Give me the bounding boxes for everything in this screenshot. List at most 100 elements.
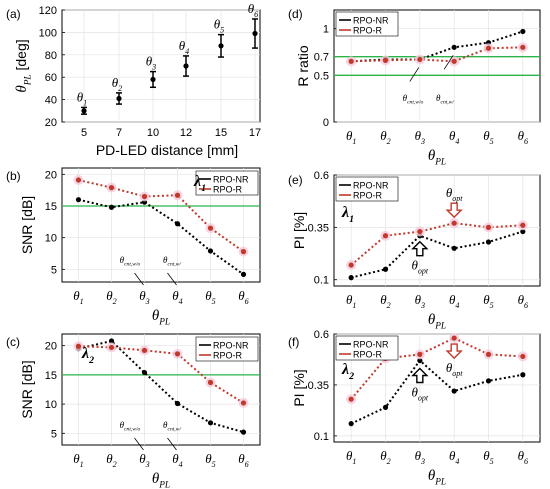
x-tick-label: θ6 xyxy=(518,292,528,310)
y-tick-label: 15 xyxy=(45,370,57,382)
series-line-rpo-nr xyxy=(78,198,245,276)
x-tick-label: θ1 xyxy=(73,288,83,306)
x-axis-label: θPL xyxy=(428,312,446,332)
x-tick-label: θ2 xyxy=(380,292,390,310)
panel-label: (a) xyxy=(6,7,21,21)
x-tick-label: θ4 xyxy=(172,288,182,306)
panel-label: (c) xyxy=(6,335,20,349)
data-point xyxy=(520,44,526,50)
panel-a: (a) 20 40 60 80 100 120 5 7 10 12 15 17 PD-LED distan… xyxy=(6,5,261,158)
y-tick-label: 10 xyxy=(45,233,57,245)
annotation-label: θopt xyxy=(446,185,463,203)
data-point xyxy=(520,222,526,228)
legend-label: RPO-R xyxy=(213,185,243,195)
x-tick-label: θ5 xyxy=(205,288,215,306)
data-point xyxy=(207,420,214,426)
annotation-label: θcnt,w/o xyxy=(120,420,141,433)
annotation-arrow xyxy=(409,67,420,82)
data-point xyxy=(348,396,354,402)
data-point xyxy=(174,400,181,407)
data-point xyxy=(108,204,115,210)
data-point xyxy=(75,343,82,349)
x-tick-label: θ3 xyxy=(139,451,149,469)
annotation-label: θcnt,w/ xyxy=(163,420,181,433)
y-tick-label: 0.7 xyxy=(314,52,329,64)
data-point xyxy=(150,76,156,83)
y-tick-label: 120 xyxy=(39,5,57,17)
y-tick-label: 0.5 xyxy=(314,70,329,82)
annotation-label: θcnt,w/ xyxy=(436,93,454,106)
x-tick-label: θ2 xyxy=(106,288,116,306)
annotation-label: θopt xyxy=(411,258,428,276)
data-point xyxy=(141,369,148,376)
x-tick-label: θ1 xyxy=(346,128,356,146)
panel-label: (b) xyxy=(6,169,21,183)
data-point xyxy=(207,225,214,231)
data-point xyxy=(174,351,181,357)
data-point xyxy=(382,266,389,272)
opt-arrow-red xyxy=(445,202,463,219)
y-tick-label: 40 xyxy=(45,95,57,107)
lambda-label: λ1 xyxy=(341,204,354,225)
x-tick-label: θ3 xyxy=(139,288,149,306)
data-point xyxy=(382,57,389,64)
data-point xyxy=(174,192,181,198)
y-tick-label: 15 xyxy=(45,201,57,213)
data-point xyxy=(485,224,492,230)
y-axis-label: R ratio xyxy=(295,45,311,86)
x-tick-label: 17 xyxy=(249,127,261,139)
y-tick-label: 0.35 xyxy=(308,380,329,392)
axes-frame xyxy=(61,9,261,123)
data-point xyxy=(174,221,181,227)
x-tick-label: θ6 xyxy=(518,128,528,146)
data-point xyxy=(520,28,526,35)
x-tick-label: θ4 xyxy=(172,451,182,469)
data-point xyxy=(218,43,224,49)
data-point xyxy=(108,185,115,191)
data-point xyxy=(183,63,189,69)
data-point xyxy=(451,388,457,394)
data-point xyxy=(485,378,492,384)
annotation-arrow xyxy=(443,55,454,70)
data-point xyxy=(108,338,115,344)
legend-box xyxy=(195,336,259,362)
data-point xyxy=(141,347,148,353)
x-tick-label: θ4 xyxy=(449,292,459,310)
data-point xyxy=(348,58,354,64)
y-tick-label: 0.1 xyxy=(314,275,329,287)
series-line-rpo-r xyxy=(351,46,523,63)
data-point xyxy=(348,262,354,268)
opt-arrow-red xyxy=(445,343,463,360)
opt-arrow-black xyxy=(411,367,429,384)
lambda-label: λ2 xyxy=(341,361,354,382)
data-point xyxy=(417,228,423,235)
y-tick-label: 20 xyxy=(45,341,57,353)
x-tick-label: θ4 xyxy=(449,448,459,466)
data-point xyxy=(240,429,247,435)
data-point xyxy=(485,239,492,245)
x-axis-label: θPL xyxy=(152,471,170,489)
legend-label: RPO-R xyxy=(353,26,383,36)
x-tick-label: θ5 xyxy=(205,451,215,469)
y-axis-label: θPL [deg] xyxy=(13,39,34,92)
y-tick-label: 1 xyxy=(323,24,329,36)
data-point xyxy=(451,58,457,64)
point-label: θ3 xyxy=(146,54,156,72)
legend-label: RPO-NR xyxy=(213,341,249,351)
data-point xyxy=(240,400,247,406)
opt-arrow-black xyxy=(411,240,429,257)
series-line-rpo-nr xyxy=(78,339,244,434)
annotation-arrow xyxy=(134,272,144,286)
x-tick-label: θ1 xyxy=(346,448,356,466)
data-point xyxy=(116,95,122,102)
y-tick-label: 80 xyxy=(45,50,57,62)
data-point xyxy=(252,30,258,37)
y-tick-label: 0 xyxy=(323,117,329,129)
y-tick-label: 0.35 xyxy=(308,222,329,234)
y-tick-label: 20 xyxy=(45,169,57,181)
